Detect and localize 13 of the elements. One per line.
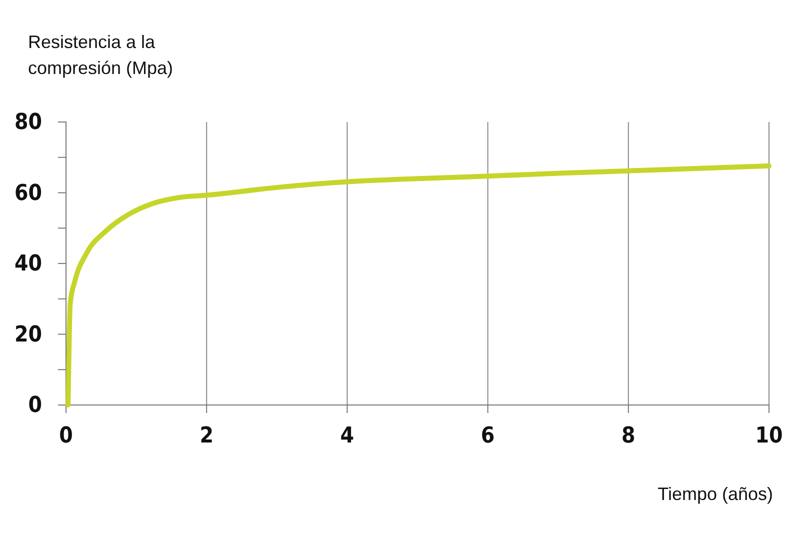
y-tick-label: 20 [14, 322, 42, 348]
x-tick-label: 6 [480, 424, 495, 449]
x-tick-label: 8 [622, 424, 636, 449]
y-tick-label: 40 [14, 252, 42, 277]
y-axis-title: Resistencia a la compresión (Mpa) [28, 32, 174, 78]
x-tick-label: 4 [340, 424, 354, 449]
x-axis-title: Tiempo (años) [658, 484, 773, 504]
y-tick-label: 60 [14, 180, 42, 206]
x-tick-label: 2 [200, 424, 214, 449]
x-tick-label: 0 [59, 424, 73, 449]
y-tick-label: 0 [28, 393, 42, 418]
x-tick-label: 10 [755, 424, 783, 449]
y-tick-label: 80 [14, 110, 42, 136]
